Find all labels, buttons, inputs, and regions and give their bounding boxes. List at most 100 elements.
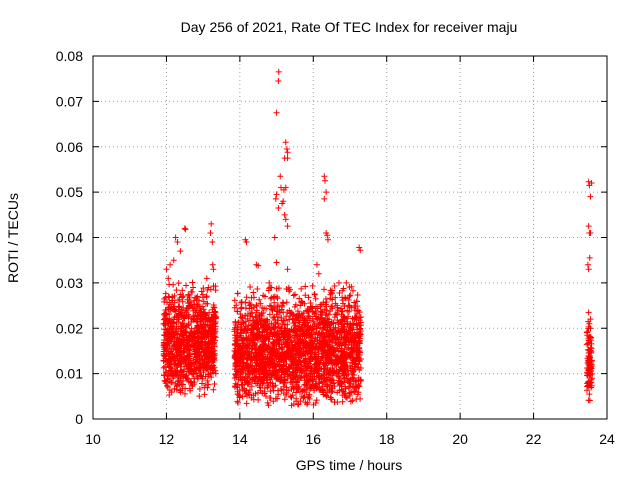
data-point bbox=[342, 333, 349, 340]
data-point bbox=[252, 321, 259, 328]
data-point bbox=[586, 339, 593, 346]
data-point bbox=[283, 331, 290, 338]
data-point bbox=[273, 259, 280, 266]
data-point bbox=[347, 398, 354, 405]
data-point bbox=[339, 308, 346, 315]
data-point bbox=[312, 400, 319, 407]
data-point bbox=[246, 386, 253, 393]
data-point bbox=[242, 323, 249, 330]
data-point bbox=[349, 374, 356, 381]
data-point bbox=[306, 391, 313, 398]
y-axis-label: ROTI / TECUs bbox=[5, 193, 21, 283]
data-point bbox=[340, 370, 347, 377]
data-point bbox=[287, 334, 294, 341]
data-point bbox=[268, 294, 275, 301]
data-point bbox=[185, 291, 192, 298]
data-point bbox=[583, 329, 590, 336]
data-point bbox=[298, 326, 305, 333]
data-point bbox=[283, 313, 290, 320]
data-point bbox=[323, 392, 330, 399]
x-axis-label: GPS time / hours bbox=[296, 457, 403, 473]
data-point bbox=[350, 345, 357, 352]
data-point bbox=[332, 352, 339, 359]
data-point bbox=[173, 370, 180, 377]
data-point bbox=[266, 345, 273, 352]
data-point bbox=[346, 293, 353, 300]
data-point bbox=[195, 339, 202, 346]
data-point bbox=[305, 312, 312, 319]
data-point bbox=[269, 350, 276, 357]
data-point bbox=[160, 372, 167, 379]
data-point bbox=[205, 344, 212, 351]
data-point bbox=[256, 296, 263, 303]
data-point bbox=[319, 346, 326, 353]
data-point bbox=[280, 351, 287, 358]
data-point bbox=[185, 314, 192, 321]
data-point bbox=[244, 380, 251, 387]
data-point bbox=[316, 320, 323, 327]
data-point bbox=[262, 327, 269, 334]
data-point bbox=[320, 391, 327, 398]
data-point bbox=[188, 359, 195, 366]
data-point bbox=[288, 339, 295, 346]
data-point bbox=[173, 386, 180, 393]
data-point bbox=[274, 350, 281, 357]
data-point bbox=[245, 389, 252, 396]
data-point bbox=[260, 338, 267, 345]
x-tick-label: 18 bbox=[379, 431, 395, 447]
data-point bbox=[179, 309, 186, 316]
data-point bbox=[166, 361, 173, 368]
data-point bbox=[163, 348, 170, 355]
data-point bbox=[349, 397, 356, 404]
data-point bbox=[162, 345, 169, 352]
data-point bbox=[200, 349, 207, 356]
data-point bbox=[285, 284, 292, 291]
data-point bbox=[292, 301, 299, 308]
data-point bbox=[290, 320, 297, 327]
data-point bbox=[313, 397, 320, 404]
data-point bbox=[200, 333, 207, 340]
data-point bbox=[302, 292, 309, 299]
data-point bbox=[321, 286, 328, 293]
data-point bbox=[355, 315, 362, 322]
data-point bbox=[303, 341, 310, 348]
data-point bbox=[334, 399, 341, 406]
data-point bbox=[295, 361, 302, 368]
data-point bbox=[185, 341, 192, 348]
data-point bbox=[260, 347, 267, 354]
data-point bbox=[176, 381, 183, 388]
data-point bbox=[322, 324, 329, 331]
data-point bbox=[177, 248, 184, 255]
data-point bbox=[175, 314, 182, 321]
data-point bbox=[343, 359, 350, 366]
data-point bbox=[209, 346, 216, 353]
data-point bbox=[242, 342, 249, 349]
data-point bbox=[589, 370, 596, 377]
data-point bbox=[243, 400, 250, 407]
data-point bbox=[240, 351, 247, 358]
data-point bbox=[351, 299, 358, 306]
data-point bbox=[347, 365, 354, 372]
data-point bbox=[340, 300, 347, 307]
data-point bbox=[190, 334, 197, 341]
data-point bbox=[172, 360, 179, 367]
data-point bbox=[286, 365, 293, 372]
data-point bbox=[300, 309, 307, 316]
data-point bbox=[189, 279, 196, 286]
data-point bbox=[172, 234, 179, 241]
data-point bbox=[200, 363, 207, 370]
data-point bbox=[278, 366, 285, 373]
data-point bbox=[312, 295, 319, 302]
data-point bbox=[312, 382, 319, 389]
data-point bbox=[311, 291, 318, 298]
data-point bbox=[210, 359, 217, 366]
data-point bbox=[211, 320, 218, 327]
data-point bbox=[231, 384, 238, 391]
data-point bbox=[258, 343, 265, 350]
data-point bbox=[286, 307, 293, 314]
data-point bbox=[300, 394, 307, 401]
data-point bbox=[275, 341, 282, 348]
data-point bbox=[246, 340, 253, 347]
data-point bbox=[586, 397, 593, 404]
data-point bbox=[174, 239, 181, 246]
